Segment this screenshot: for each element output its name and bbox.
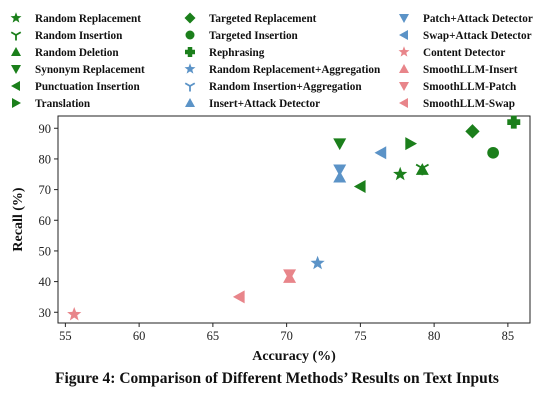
legend-label: Translation [35,98,91,110]
legend-label: Targeted Replacement [209,13,317,25]
legend-marker [184,12,196,24]
y-tick-label: 40 [39,275,52,289]
data-point [393,166,408,181]
legend-item: Random Deletion [11,47,119,59]
y-tick-label: 50 [39,244,52,258]
legend-item: Targeted Insertion [185,30,299,42]
legend-label: Punctuation Insertion [35,81,141,93]
legend-label: Random Replacement [35,13,141,25]
x-tick-label: 80 [428,329,441,343]
data-point [353,180,366,194]
legend-label: SmoothLLM-Insert [423,64,518,76]
legend-label: Content Detector [423,47,505,59]
legend-item: Content Detector [398,46,505,59]
legend-item: Swap+Attack Detector [399,30,532,42]
data-point [465,124,480,139]
legend-label: Targeted Insertion [209,30,299,42]
legend-item: Insert+Attack Detector [185,98,320,110]
data-point [310,255,325,270]
legend-label: Random Insertion [35,30,123,42]
x-tick-label: 75 [354,329,367,343]
x-tick-label: 85 [502,329,515,343]
legend-label: Patch+Attack Detector [423,13,533,25]
legend-label: Random Deletion [35,47,119,59]
y-axis-label: Recall (%) [11,187,26,251]
legend: Random Replacement Random Insertion Random… [10,12,533,110]
legend-label: SmoothLLM-Swap [423,98,515,110]
legend-label: SmoothLLM-Patch [423,81,517,93]
legend-marker [399,64,409,73]
x-tick-label: 65 [207,329,220,343]
legend-label: Rephrasing [209,47,265,59]
legend-marker [184,63,196,74]
data-point [232,290,245,304]
legend-item: Translation [12,98,91,110]
legend-item: Patch+Attack Detector [399,13,533,25]
data-point [67,306,82,321]
data-point [333,164,347,177]
legend-item: SmoothLLM-Patch [399,81,517,93]
legend-item: Rephrasing [185,47,265,59]
figure-caption: Figure 4: Comparison of Different Method… [55,370,499,387]
legend-item: Random Insertion+Aggregation [184,81,362,93]
legend-marker [185,47,195,57]
data-point [507,115,521,129]
legend-marker [11,65,21,74]
y-tick-label: 60 [39,214,52,228]
y-tick-label: 30 [39,306,52,320]
legend-item: SmoothLLM-Swap [399,98,515,110]
legend-marker [399,14,409,23]
legend-item: Punctuation Insertion [11,81,141,93]
legend-item: Targeted Replacement [184,12,317,25]
legend-item: Random Insertion [10,30,123,42]
legend-marker [399,98,408,108]
legend-marker [12,98,21,108]
data-point [283,269,297,282]
x-tick-label: 55 [59,329,72,343]
data-point [333,170,347,183]
x-axis-label: Accuracy (%) [252,349,336,364]
legend-item: Random Replacement+Aggregation [184,63,381,76]
legend-marker [185,30,195,40]
legend-label: Random Insertion+Aggregation [209,81,362,93]
legend-label: Insert+Attack Detector [209,98,320,110]
legend-marker [399,82,409,91]
legend-item: SmoothLLM-Insert [399,64,518,76]
data-point [374,146,387,160]
x-tick-label: 70 [280,329,293,343]
legend-label: Swap+Attack Detector [423,30,532,42]
y-tick-label: 80 [39,152,52,166]
legend-marker [10,31,22,41]
legend-label: Random Replacement+Aggregation [209,64,381,76]
plot-frame [57,115,531,324]
plot-points [67,115,521,321]
data-point [415,163,429,175]
y-tick-label: 70 [39,183,52,197]
legend-marker [10,12,22,23]
legend-marker [399,30,408,40]
plot-axes: 55 60 65 70 75 80 85 30 40 50 60 70 80 90 Accuracy (%)… [11,115,531,364]
data-point [487,146,499,159]
legend-marker [11,81,20,91]
y-tick-label: 90 [39,122,52,136]
legend-marker [184,82,196,92]
legend-marker [11,47,21,56]
data-point [333,138,347,151]
legend-marker [185,98,195,107]
legend-item: Random Replacement [10,12,141,25]
legend-label: Synonym Replacement [35,64,145,76]
data-point [405,137,418,151]
x-tick-label: 60 [133,329,146,343]
legend-item: Synonym Replacement [11,64,145,76]
legend-marker [398,46,410,57]
